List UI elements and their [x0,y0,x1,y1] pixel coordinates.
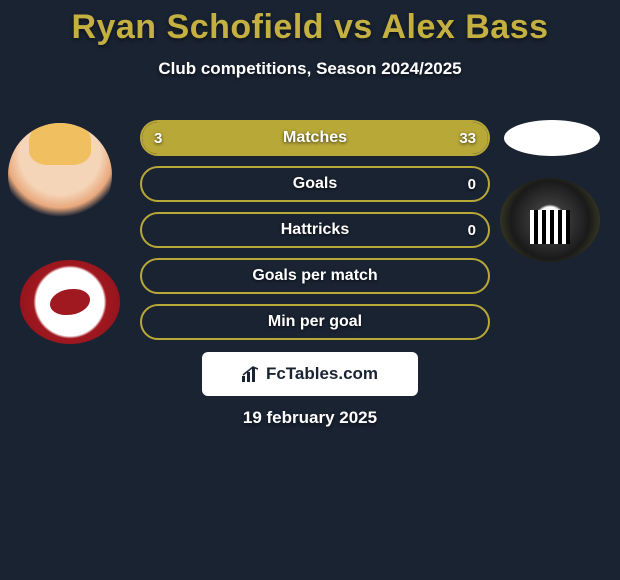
stat-label: Matches [142,122,488,154]
player-right-avatar [504,120,600,156]
stat-label: Hattricks [142,214,488,246]
stat-label: Goals [142,168,488,200]
watermark: FcTables.com [202,352,418,396]
stat-row: Min per goal [140,304,490,340]
stat-row: Goals0 [140,166,490,202]
stat-value-right: 0 [468,214,476,246]
player-left-avatar [8,123,112,227]
page-title: Ryan Schofield vs Alex Bass [0,0,620,47]
stat-value-right: 33 [459,122,476,154]
date-label: 19 february 2025 [0,408,620,428]
chart-icon [242,366,260,382]
subtitle: Club competitions, Season 2024/2025 [0,59,620,79]
stat-value-left: 3 [154,122,162,154]
comparison-chart: Matches333Goals0Hattricks0Goals per matc… [140,120,490,350]
watermark-text: FcTables.com [266,364,378,384]
stat-row: Hattricks0 [140,212,490,248]
stat-row: Matches333 [140,120,490,156]
player-right-club-badge [500,178,600,262]
stat-label: Min per goal [142,306,488,338]
player-left-club-badge [20,260,120,344]
stat-value-right: 0 [468,168,476,200]
stat-row: Goals per match [140,258,490,294]
stat-label: Goals per match [142,260,488,292]
